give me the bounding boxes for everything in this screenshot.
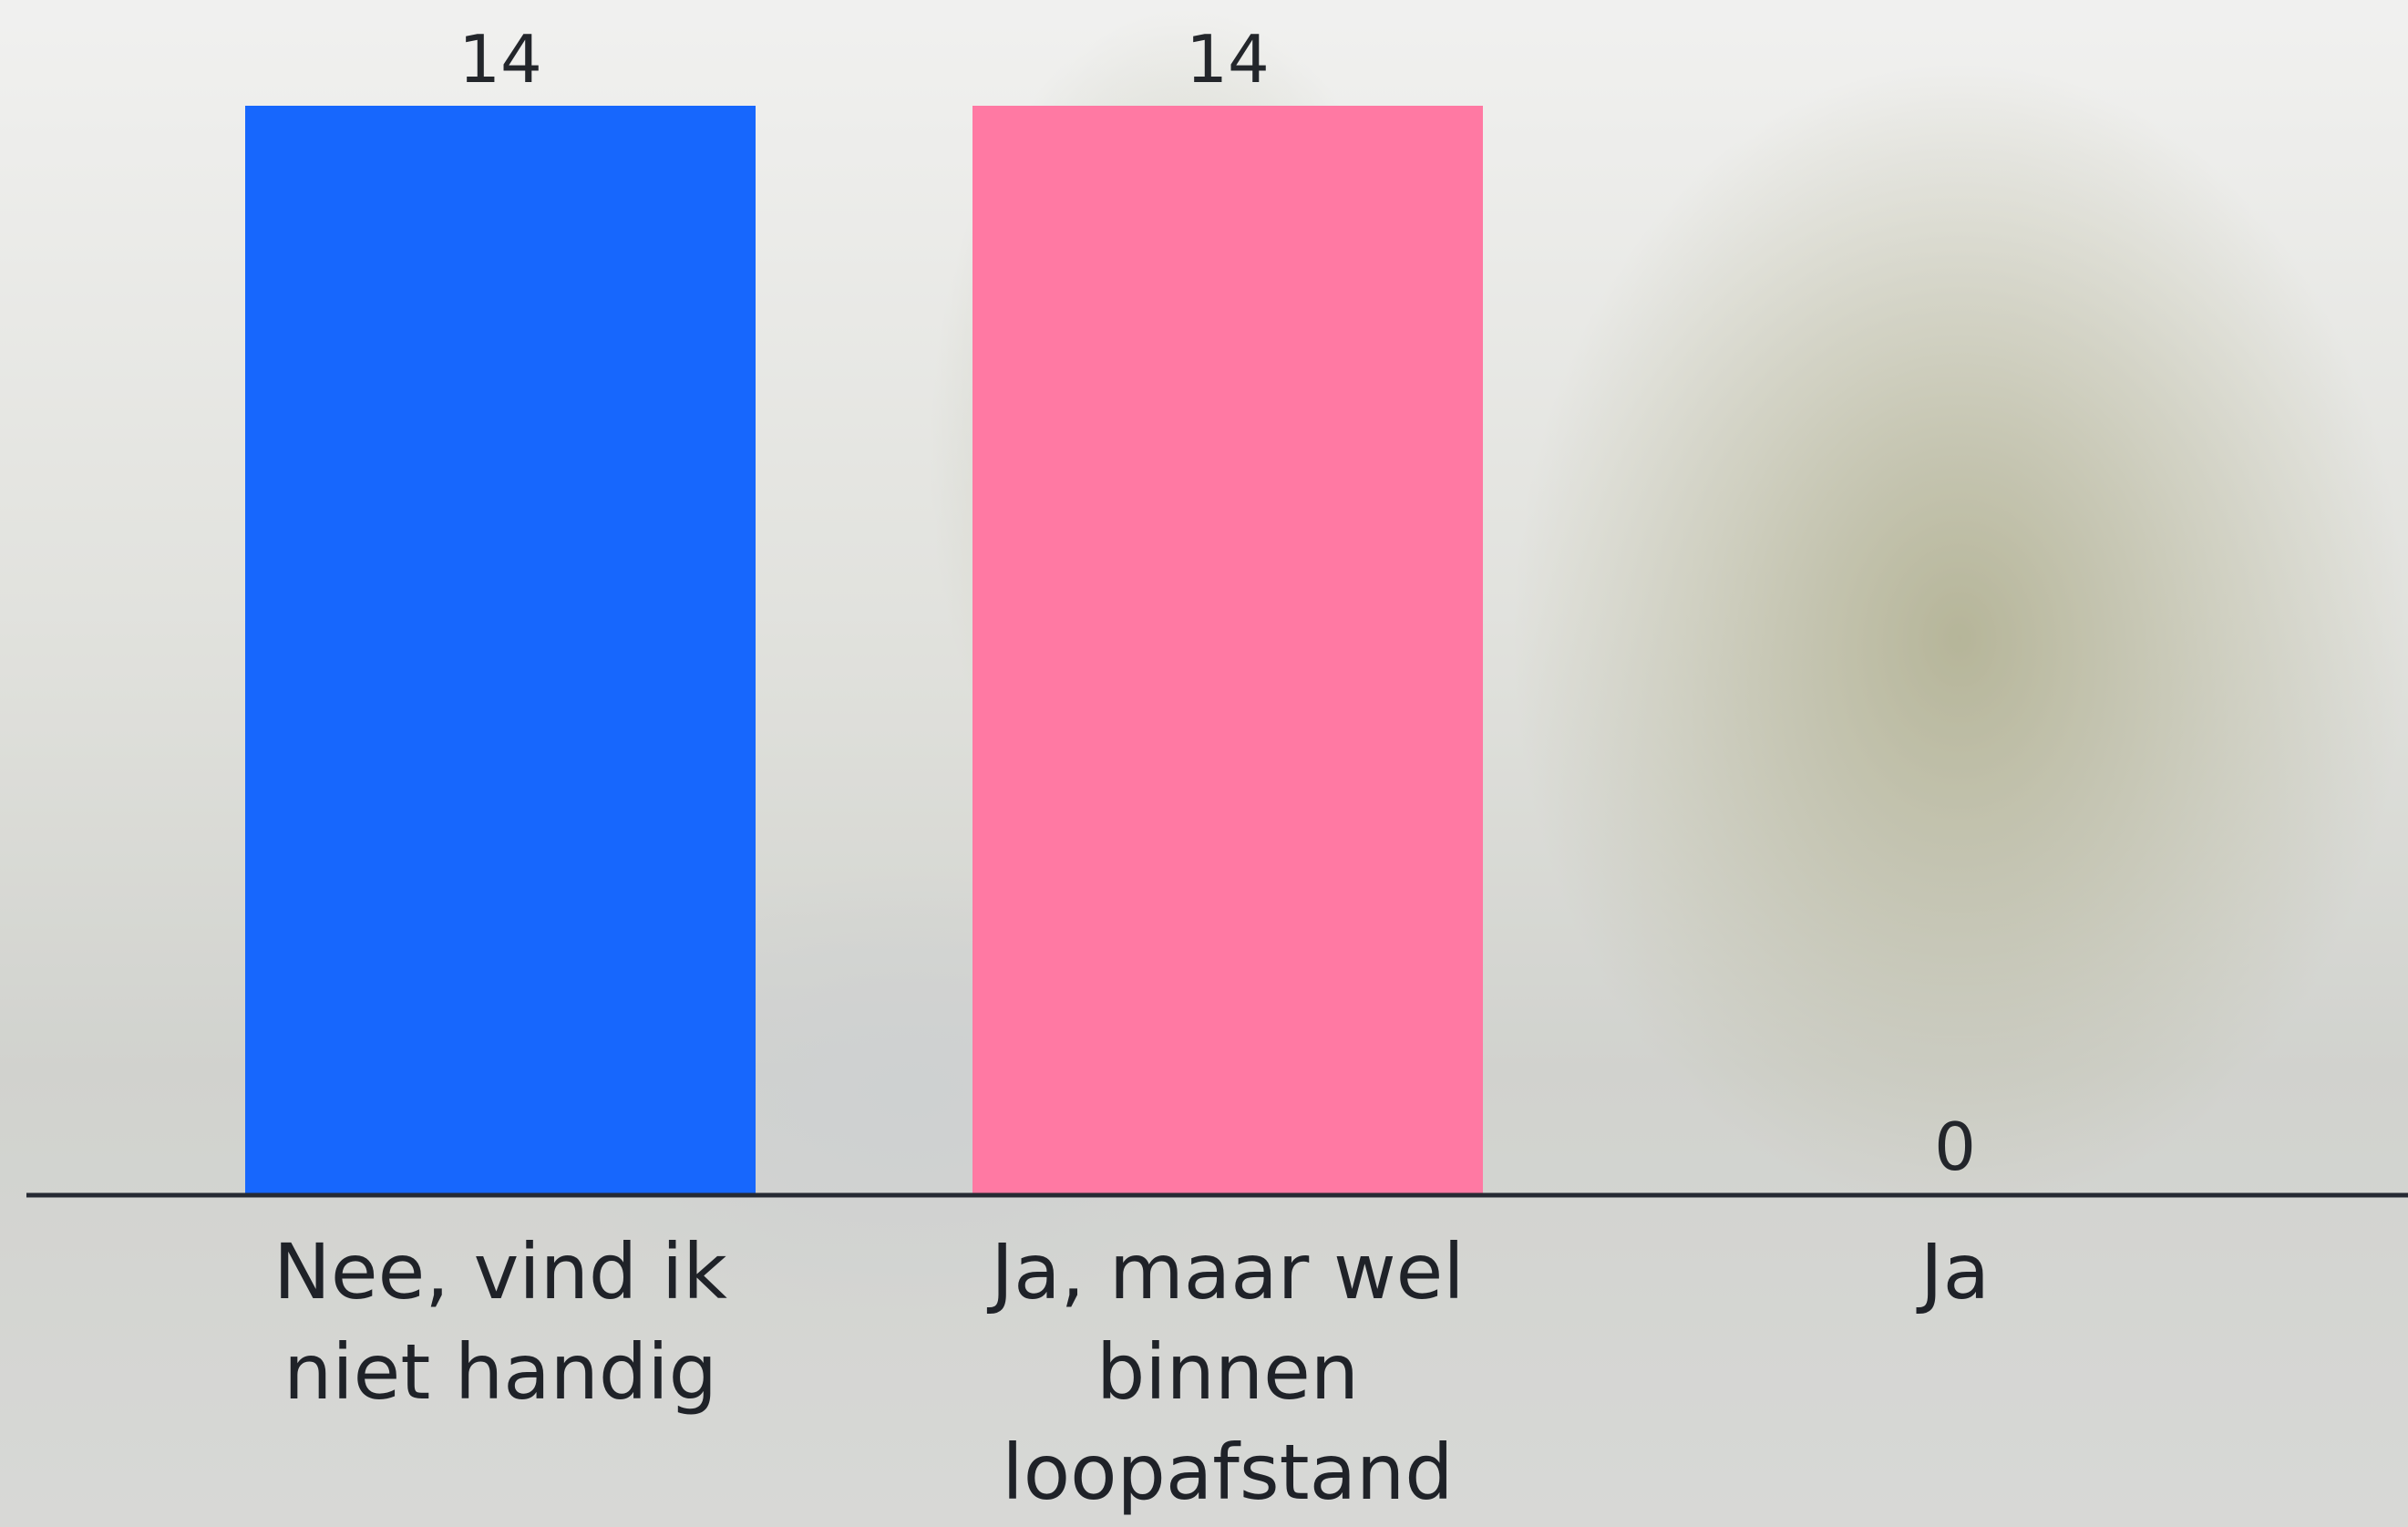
bar [245,106,756,1193]
x-tick-label: Ja [1919,1227,1991,1316]
x-tick-label: Nee, vind ik niet handig [273,1227,727,1417]
x-tick-label: Ja, maar wel binnen loopafstand [991,1227,1465,1517]
value-label: 14 [458,21,542,98]
bar [972,106,1483,1193]
value-label: 0 [1934,1109,1976,1185]
value-label: 14 [1186,21,1270,98]
